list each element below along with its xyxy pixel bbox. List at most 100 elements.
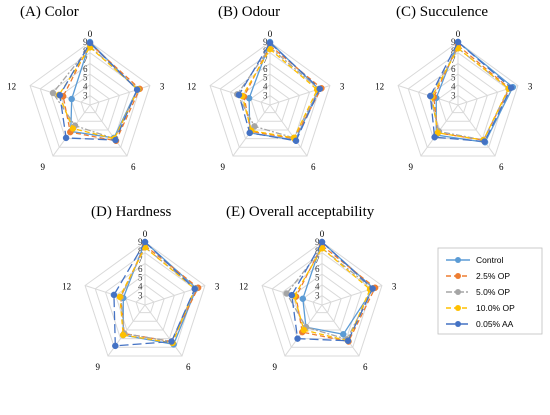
series-line xyxy=(429,47,510,141)
legend-item: 5.0% OP xyxy=(446,287,510,297)
grid-ring xyxy=(125,284,165,322)
data-point xyxy=(300,326,308,334)
series-2-5-op xyxy=(117,242,202,345)
grid-spoke xyxy=(457,104,496,157)
axis-label: 9 xyxy=(220,162,225,172)
series-line xyxy=(120,246,197,343)
data-point xyxy=(112,136,119,144)
r-tick-label: 9 xyxy=(451,37,456,47)
r-tick-label: 7 xyxy=(138,255,143,265)
legend-marker xyxy=(455,305,461,311)
r-tick-label: 4 xyxy=(138,282,143,292)
legend-item: 2.5% OP xyxy=(446,271,510,281)
data-point xyxy=(292,137,300,145)
axis-label: 6 xyxy=(499,162,504,172)
grid-ring xyxy=(209,41,331,157)
grid-ring xyxy=(94,252,196,348)
r-tick-label: 7 xyxy=(315,255,320,265)
grid-ring xyxy=(250,84,290,122)
axis-label: 12 xyxy=(7,82,16,92)
data-point xyxy=(427,92,434,100)
series-10-0-op xyxy=(116,244,198,347)
grid-ring xyxy=(229,62,311,140)
r-tick-label: 5 xyxy=(138,273,143,283)
r-tick-label: 9 xyxy=(138,237,143,247)
series-line xyxy=(236,46,320,139)
series-2-5-op xyxy=(430,42,513,144)
r-tick-label: 3 xyxy=(83,91,88,101)
axis-label: 6 xyxy=(311,162,316,172)
data-point xyxy=(344,337,352,345)
legend-marker xyxy=(455,289,461,295)
r-tick-label: 7 xyxy=(451,55,456,65)
axis-label: 12 xyxy=(187,82,196,92)
legend-label: 0.05% AA xyxy=(476,319,514,329)
axis-label: 0 xyxy=(143,229,148,239)
series-line xyxy=(62,42,141,142)
panel-title: (E) Overall acceptability xyxy=(226,204,375,220)
axis-label: 3 xyxy=(160,82,165,92)
legend-item: 10.0% OP xyxy=(446,303,515,313)
grid-ring xyxy=(397,41,519,157)
axis-label: 0 xyxy=(320,229,325,239)
r-tick-label: 9 xyxy=(83,37,88,47)
panel-title: (B) Odour xyxy=(218,4,280,20)
data-point xyxy=(431,133,438,141)
axis-label: 12 xyxy=(62,282,71,292)
axis-label: 9 xyxy=(40,162,45,172)
data-point xyxy=(116,293,124,301)
series-line xyxy=(59,41,138,141)
grid-ring xyxy=(281,262,363,340)
data-point xyxy=(69,125,77,132)
data-point xyxy=(246,129,254,137)
data-point xyxy=(62,134,70,142)
r-tick-label: 4 xyxy=(451,82,456,92)
grid-ring xyxy=(428,73,488,131)
axis-label: 12 xyxy=(239,282,248,292)
r-tick-label: 7 xyxy=(83,55,88,65)
series-line xyxy=(120,244,199,343)
legend-label: 10.0% OP xyxy=(476,303,515,313)
axis-label: 6 xyxy=(363,362,368,372)
grid-ring xyxy=(135,294,155,314)
data-point xyxy=(288,291,296,299)
data-point xyxy=(266,39,274,47)
data-point xyxy=(86,39,94,47)
r-tick-label: 5 xyxy=(451,73,456,83)
data-point xyxy=(299,295,307,303)
grid-ring xyxy=(260,94,280,114)
data-point xyxy=(507,84,515,91)
series-0-05-aa xyxy=(56,39,141,144)
axis-label: 9 xyxy=(95,362,100,372)
legend-item: 0.05% AA xyxy=(446,319,514,329)
r-tick-label: 8 xyxy=(451,46,456,56)
axis-label: 3 xyxy=(528,82,533,92)
r-tick-label: 3 xyxy=(138,291,143,301)
grid-spoke xyxy=(321,304,360,357)
legend-marker xyxy=(455,273,461,279)
data-point xyxy=(168,338,175,345)
r-tick-label: 8 xyxy=(138,246,143,256)
legend-label: 5.0% OP xyxy=(476,287,510,297)
grid-ring xyxy=(261,241,383,357)
series-0-05-aa xyxy=(427,38,515,145)
series-line xyxy=(238,41,321,142)
data-point xyxy=(318,238,326,246)
series-line xyxy=(295,244,376,343)
r-tick-label: 4 xyxy=(83,82,88,92)
series-line xyxy=(435,40,514,143)
data-point xyxy=(56,91,64,99)
grid-ring xyxy=(407,52,509,148)
series-control xyxy=(67,38,141,142)
r-tick-label: 8 xyxy=(315,246,320,256)
data-point xyxy=(251,123,258,130)
series-line xyxy=(243,44,323,140)
grid-ring xyxy=(448,94,468,114)
legend-item: Control xyxy=(446,255,504,265)
r-tick-label: 9 xyxy=(315,237,320,247)
